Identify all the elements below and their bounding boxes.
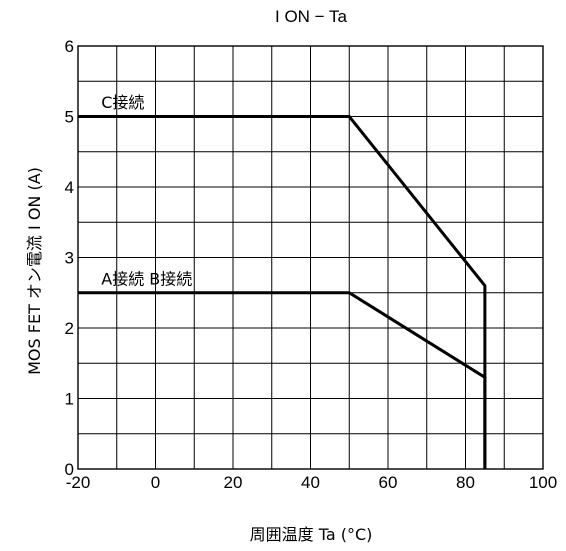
- series-annotations: C接続 A接続 B接続: [101, 93, 192, 288]
- y-tick-label: 2: [65, 319, 74, 338]
- series-annotation: A接続 B接続: [101, 269, 192, 288]
- x-tick-label: 40: [301, 473, 320, 492]
- y-tick-label: 4: [65, 178, 74, 197]
- x-tick-label: 0: [151, 473, 160, 492]
- y-tick-label: 0: [65, 460, 74, 479]
- y-tick-label: 3: [65, 249, 74, 268]
- x-tick-label: 20: [224, 473, 243, 492]
- y-tick-label: 5: [65, 108, 74, 127]
- series-annotation: C接続: [101, 93, 144, 112]
- x-axis-label: 周囲温度 Ta (°C): [250, 525, 373, 544]
- x-tick-label: -20: [66, 473, 91, 492]
- y-axis-label: MOS FET オン電流 I ON (A): [25, 167, 44, 375]
- x-tick-label: 80: [456, 473, 475, 492]
- x-tick-label: 100: [529, 473, 557, 492]
- chart-title: I ON − Ta: [275, 7, 348, 26]
- series-layer: [78, 115, 487, 469]
- y-tick-labels: 0 1 2 3 4 5 6: [65, 37, 74, 479]
- x-tick-label: 60: [379, 473, 398, 492]
- series-line-1: [78, 291, 487, 469]
- y-tick-label: 1: [65, 390, 74, 409]
- x-tick-labels: -20 0 20 40 60 80 100: [66, 473, 557, 492]
- plot-frame: [77, 45, 544, 470]
- y-tick-label: 6: [65, 37, 74, 56]
- grid: [78, 46, 543, 469]
